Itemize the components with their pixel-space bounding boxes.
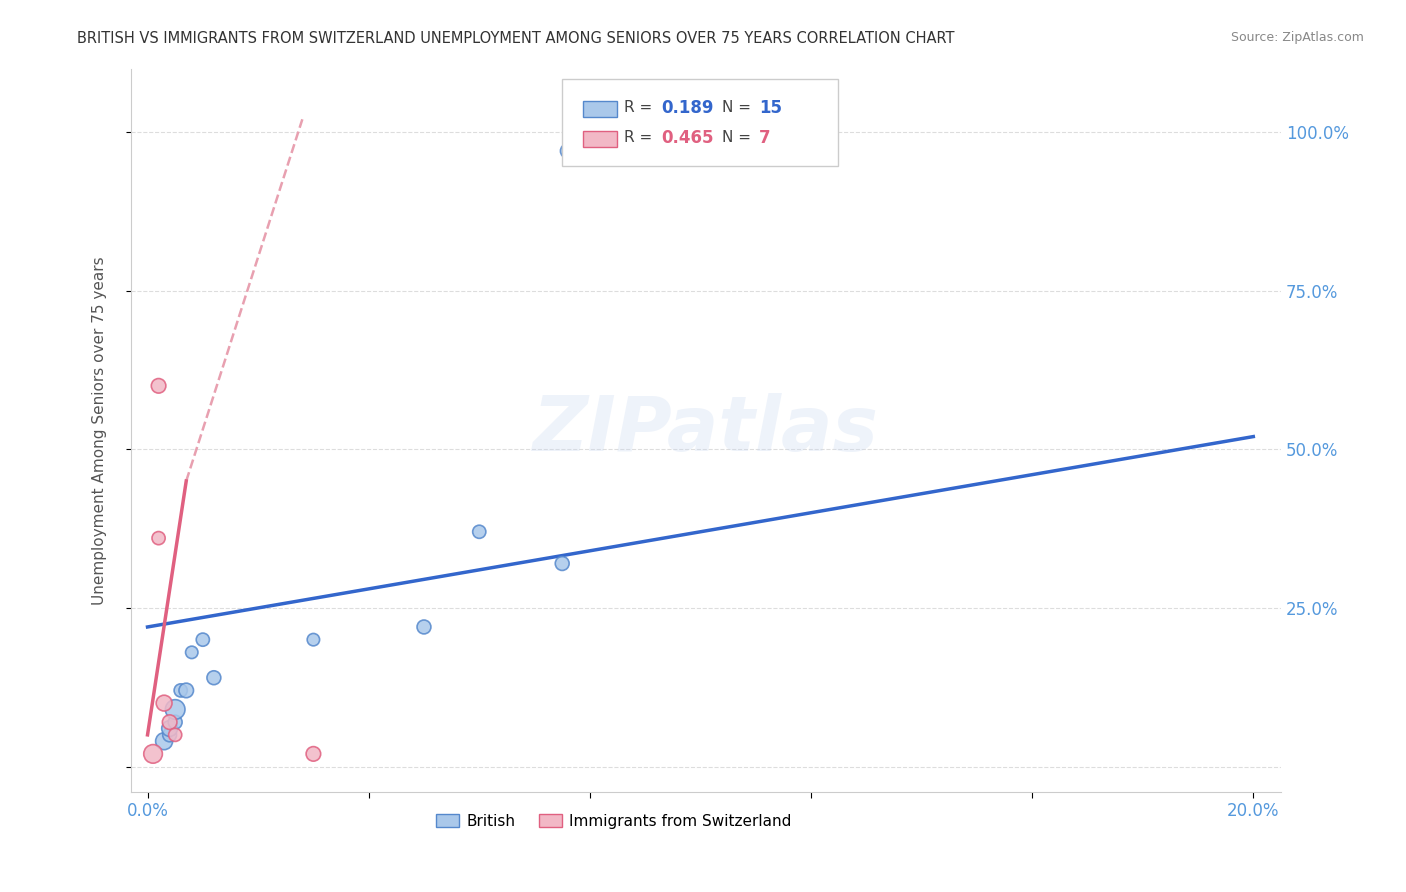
Point [202, 671, 225, 685]
Legend: British, Immigrants from Switzerland: British, Immigrants from Switzerland [430, 807, 797, 835]
Point [191, 632, 214, 647]
Text: 15: 15 [759, 99, 782, 117]
Point [142, 747, 165, 761]
FancyBboxPatch shape [583, 131, 617, 147]
Point [165, 702, 187, 716]
Point [165, 715, 187, 730]
FancyBboxPatch shape [583, 101, 617, 117]
Point [302, 632, 325, 647]
Text: BRITISH VS IMMIGRANTS FROM SWITZERLAND UNEMPLOYMENT AMONG SENIORS OVER 75 YEARS : BRITISH VS IMMIGRANTS FROM SWITZERLAND U… [77, 31, 955, 46]
Point [148, 531, 170, 545]
Text: ZIPatlas: ZIPatlas [533, 393, 879, 467]
Point [551, 557, 574, 571]
Text: 0.465: 0.465 [661, 129, 714, 147]
Point [174, 683, 197, 698]
Text: R =: R = [624, 100, 658, 115]
Point [170, 683, 193, 698]
Point [159, 722, 181, 736]
Point [180, 645, 202, 659]
Text: N =: N = [723, 130, 756, 145]
Point [165, 728, 187, 742]
Point [468, 524, 491, 539]
Point [153, 696, 176, 710]
Point [413, 620, 436, 634]
Point [302, 747, 325, 761]
Point [159, 715, 181, 730]
Text: 0.189: 0.189 [661, 99, 714, 117]
Text: 7: 7 [759, 129, 770, 147]
Text: R =: R = [624, 130, 658, 145]
Text: N =: N = [723, 100, 756, 115]
Point [153, 734, 176, 748]
FancyBboxPatch shape [562, 79, 838, 166]
Point [159, 728, 181, 742]
Point [148, 379, 170, 393]
Text: Source: ZipAtlas.com: Source: ZipAtlas.com [1230, 31, 1364, 45]
Point [557, 144, 579, 158]
Y-axis label: Unemployment Among Seniors over 75 years: Unemployment Among Seniors over 75 years [93, 256, 107, 605]
